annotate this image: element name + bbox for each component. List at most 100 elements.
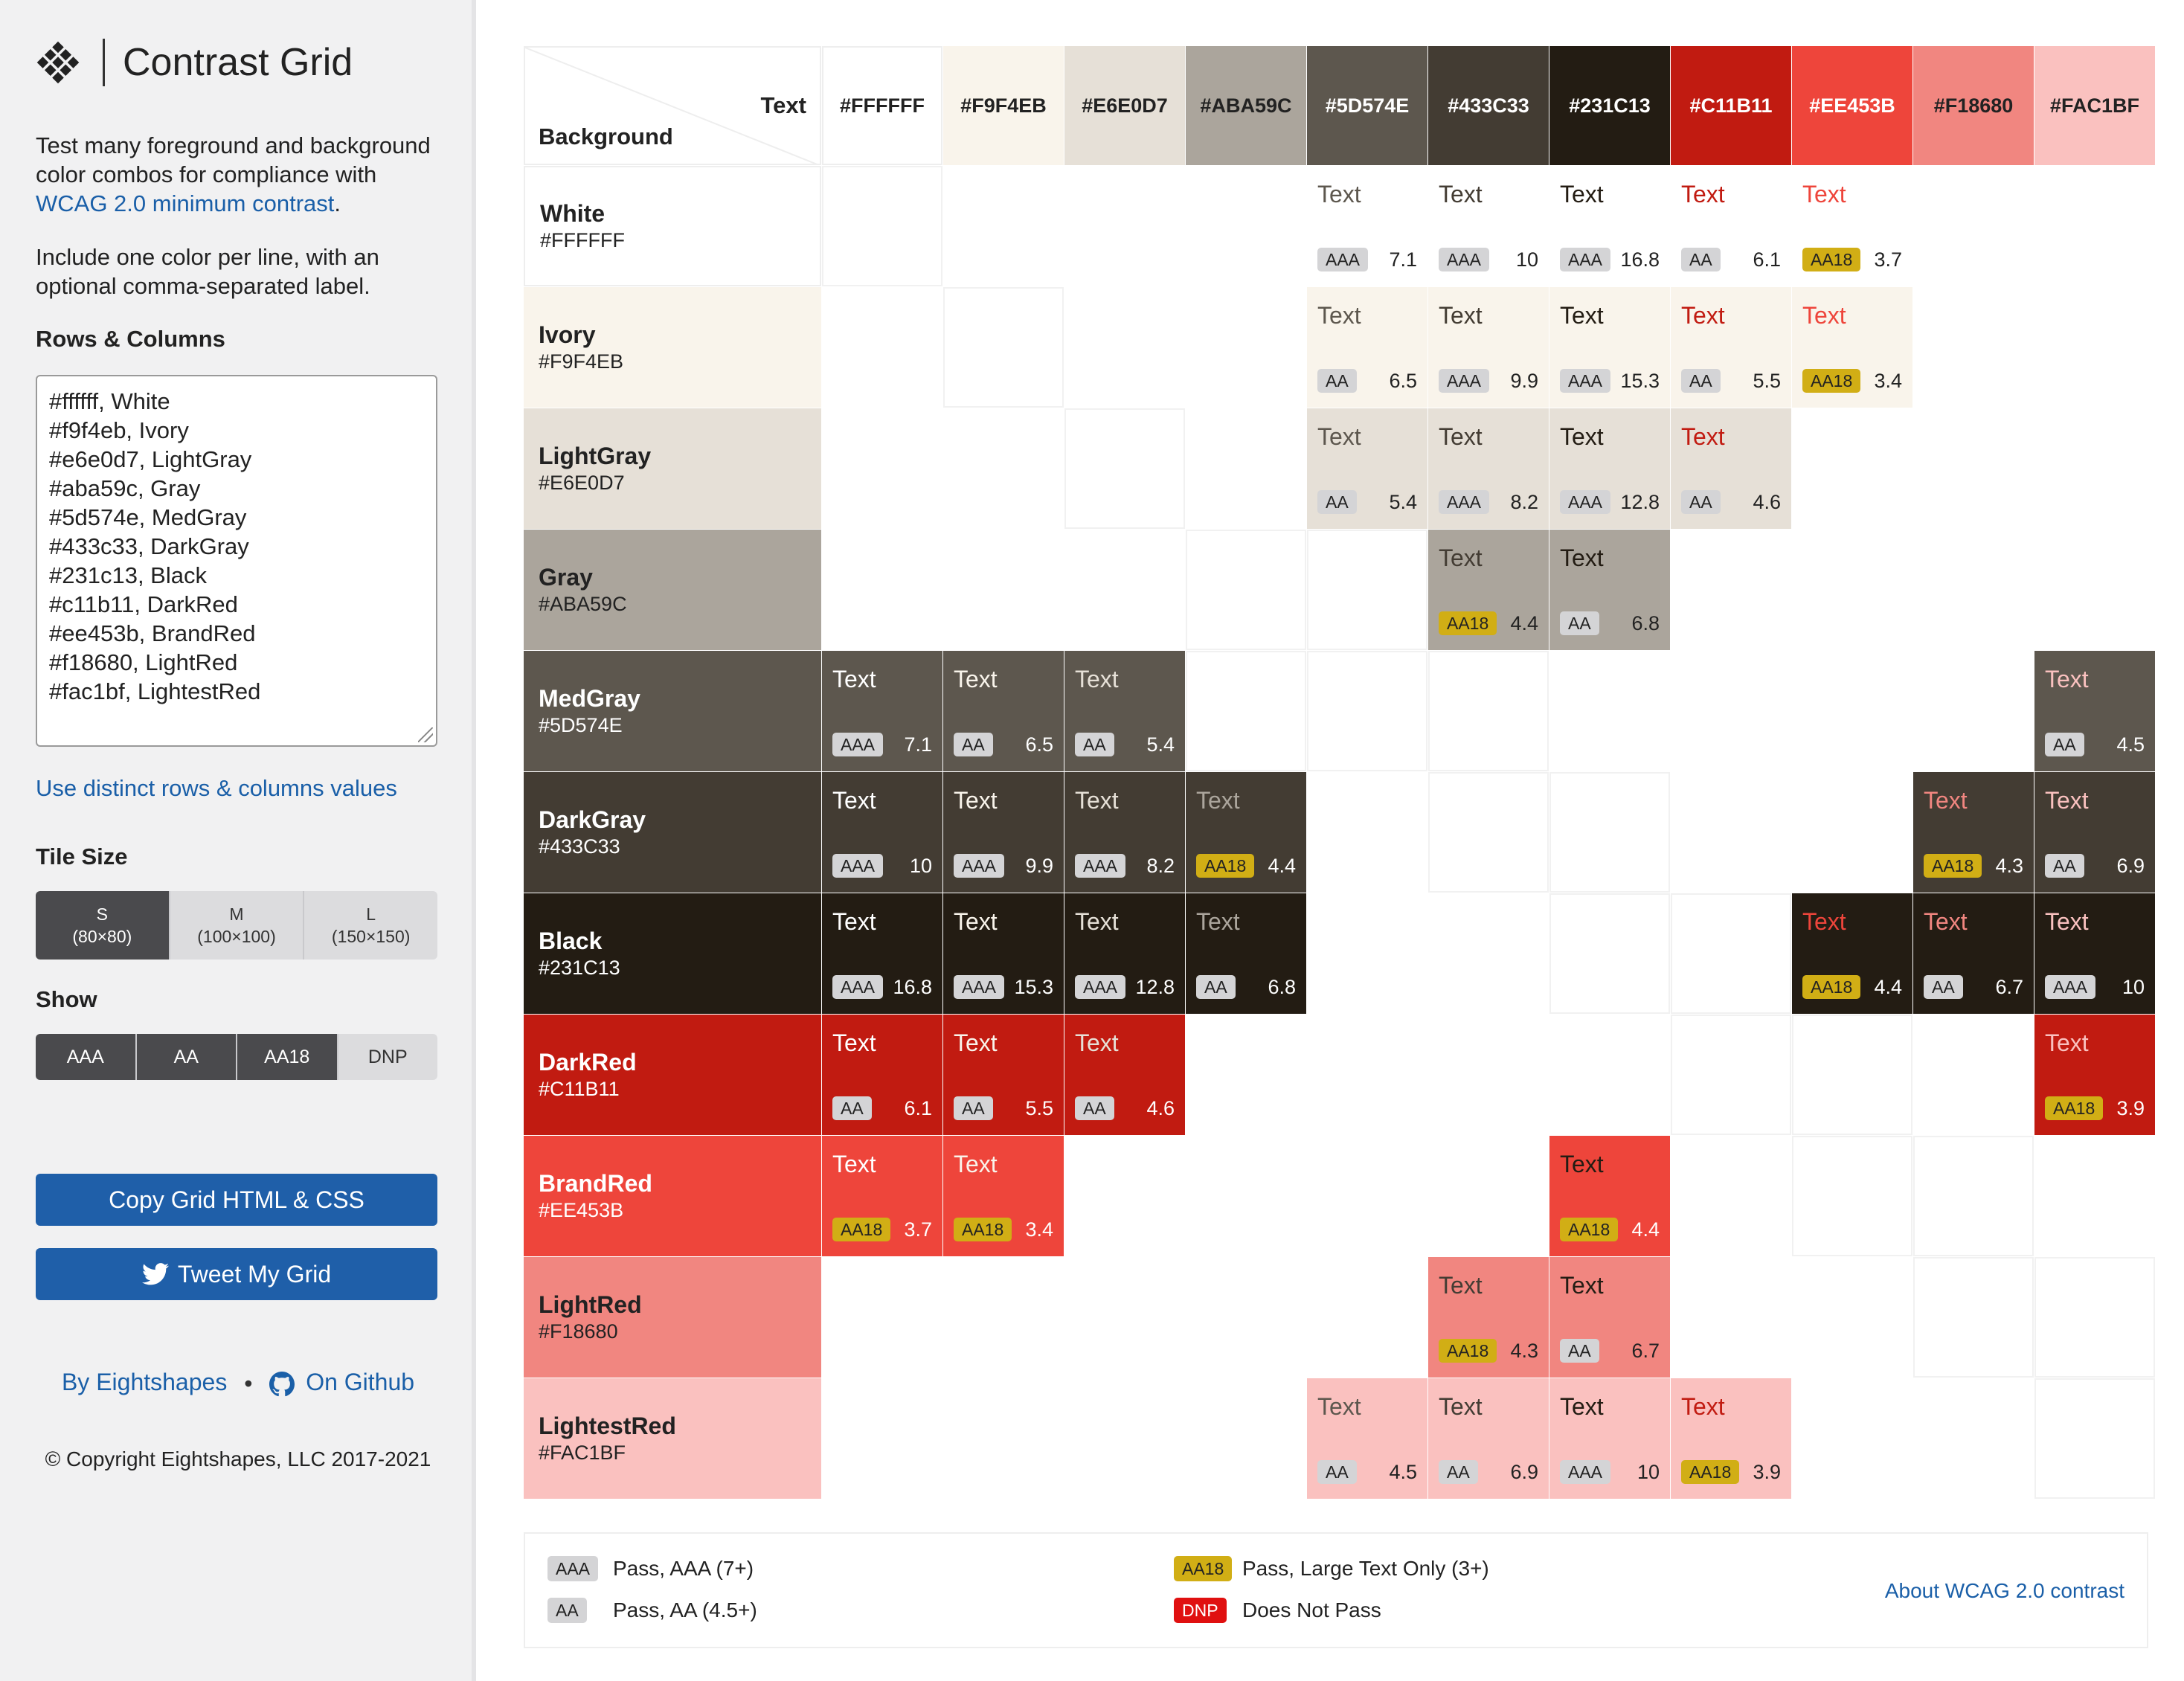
tile-size-selector: S (80×80) M (100×100) L (150×150): [36, 891, 437, 960]
cell-sample-text: Text: [1560, 423, 1604, 450]
grid-cell-empty: [1913, 1136, 2034, 1256]
show-toggle-aaa[interactable]: AAA: [36, 1034, 137, 1080]
cell-contrast-ratio: 6.5: [1025, 733, 1053, 756]
cell-sample-text: Text: [1681, 423, 1725, 450]
cell-contrast-ratio: 3.7: [1874, 248, 1902, 271]
grid-cell-hidden: [1913, 1378, 2034, 1499]
textarea-line: #5d574e, MedGray: [49, 504, 247, 530]
tile-size-option-m[interactable]: M (100×100): [170, 891, 305, 960]
cell-contrast-ratio: 4.5: [2116, 733, 2145, 756]
grid-cell-hidden: [1792, 1257, 1912, 1378]
rows-columns-textarea[interactable]: #ffffff, White #f9f4eb, Ivory #e6e0d7, Lig…: [36, 375, 437, 747]
grid-cell: Text AA 4.5: [2034, 651, 2155, 771]
cell-contrast-ratio: 4.5: [1389, 1461, 1417, 1483]
grid-cell-empty: [1428, 772, 1549, 893]
textarea-line: #f18680, LightRed: [49, 649, 238, 675]
cell-badge-aa: AA: [1196, 975, 1236, 999]
twitter-icon: [141, 1263, 169, 1285]
textarea-line: #c11b11, DarkRed: [49, 591, 238, 617]
grid-cell-hidden: [2034, 408, 2155, 529]
tweet-grid-label: Tweet My Grid: [177, 1260, 332, 1288]
grid-cell-empty: [1428, 651, 1549, 771]
grid-cell: Text AA18 3.4: [1792, 287, 1912, 408]
cell-badge-aa18: AA18: [1439, 611, 1497, 635]
grid-cell-hidden: [1913, 287, 2034, 408]
row-header: White #FFFFFF: [524, 166, 821, 286]
cell-sample-text: Text: [1560, 1393, 1604, 1420]
row-color-hex: #F9F4EB: [539, 350, 624, 373]
column-header: #E6E0D7: [1064, 46, 1185, 165]
grid-cell-hidden: [943, 408, 1064, 529]
show-toggle-dnp[interactable]: DNP: [338, 1034, 437, 1080]
cell-badge-aaa: AAA: [1439, 369, 1490, 393]
tile-size-label: S: [96, 904, 108, 924]
cell-sample-text: Text: [1075, 666, 1119, 692]
grid-cell: Text AA 6.9: [1428, 1378, 1549, 1499]
cell-sample-text: Text: [1439, 423, 1483, 450]
grid-cell-hidden: [1913, 1015, 2034, 1135]
grid-cell: Text AA18 3.4: [943, 1136, 1064, 1256]
grid-cell-hidden: [1064, 1378, 1185, 1499]
grid-cell-hidden: [1186, 408, 1306, 529]
grid-cell: Text AA18 4.4: [1792, 893, 1912, 1014]
tile-size-option-l[interactable]: L (150×150): [304, 891, 437, 960]
cell-sample-text: Text: [1560, 1151, 1604, 1177]
grid-cell-hidden: [943, 166, 1064, 286]
resize-handle-icon[interactable]: [418, 727, 433, 742]
cell-contrast-ratio: 4.6: [1753, 491, 1781, 513]
cell-badge-aa: AA: [1075, 1096, 1114, 1120]
column-header: #231C13: [1549, 46, 1670, 165]
cell-badge-aa: AA: [1681, 490, 1721, 514]
corner-background-label: Background: [539, 123, 673, 150]
grid-cell-hidden: [1671, 772, 1791, 893]
grid-cell: Text AAA 9.9: [943, 772, 1064, 893]
cell-contrast-ratio: 4.4: [1874, 976, 1902, 998]
github-icon[interactable]: [269, 1371, 295, 1397]
grid-cell-hidden: [1064, 166, 1185, 286]
grid-cell-empty: [1307, 530, 1427, 650]
cell-sample-text: Text: [954, 787, 998, 814]
cell-sample-text: Text: [1560, 181, 1604, 208]
grid-cell-empty: [822, 166, 942, 286]
row-color-hex: #FFFFFF: [540, 229, 625, 251]
grid-cell-hidden: [1186, 1257, 1306, 1378]
grid-cell-hidden: [822, 287, 942, 408]
row-header: Ivory #F9F4EB: [524, 287, 821, 408]
cell-sample-text: Text: [1075, 787, 1119, 814]
cell-badge-aa: AA: [954, 733, 993, 756]
cell-badge-aaa: AAA: [1560, 1460, 1611, 1484]
grid-cell-hidden: [1428, 893, 1549, 1014]
tweet-grid-button[interactable]: Tweet My Grid: [36, 1248, 437, 1300]
row-color-name: LightRed: [539, 1291, 642, 1318]
cell-contrast-ratio: 8.2: [1146, 855, 1175, 877]
tile-size-option-s[interactable]: S (80×80): [36, 891, 170, 960]
grid-cell-hidden: [1792, 530, 1912, 650]
distinct-values-link[interactable]: Use distinct rows & columns values: [36, 775, 397, 801]
about-wcag-link[interactable]: About WCAG 2.0 contrast: [1884, 1579, 2124, 1602]
grid-cell-hidden: [1671, 1136, 1791, 1256]
cell-sample-text: Text: [954, 1151, 998, 1177]
grid-cell-hidden: [2034, 166, 2155, 286]
wcag-link[interactable]: WCAG 2.0 minimum contrast: [36, 190, 335, 216]
cell-badge-aaa: AAA: [954, 975, 1005, 999]
cell-contrast-ratio: 9.9: [1510, 370, 1538, 392]
row-color-hex: #C11B11: [539, 1078, 620, 1100]
cell-sample-text: Text: [1317, 302, 1361, 329]
cell-sample-text: Text: [1681, 302, 1725, 329]
eightshapes-link[interactable]: By Eightshapes: [61, 1369, 228, 1395]
legend-text-aa: Pass, AA (4.5+): [613, 1598, 757, 1621]
show-toggle-aa[interactable]: AA: [136, 1034, 237, 1080]
cell-badge-aa18: AA18: [1802, 369, 1861, 393]
grid-cell-hidden: [1671, 530, 1791, 650]
cell-contrast-ratio: 3.9: [1753, 1461, 1781, 1483]
show-toggle-aa18[interactable]: AA18: [237, 1034, 338, 1080]
copy-grid-button[interactable]: Copy Grid HTML & CSS: [36, 1174, 437, 1226]
grid-cell-hidden: [822, 530, 942, 650]
grid-cell: Text AA 6.1: [822, 1015, 942, 1135]
grid-cell: Text AA 6.9: [2034, 772, 2155, 893]
grid-cell-hidden: [943, 1257, 1064, 1378]
grid-cell-hidden: [1792, 772, 1912, 893]
grid-cell-hidden: [1428, 1136, 1549, 1256]
github-link[interactable]: On Github: [306, 1369, 415, 1395]
textarea-line: #e6e0d7, LightGray: [49, 446, 252, 472]
